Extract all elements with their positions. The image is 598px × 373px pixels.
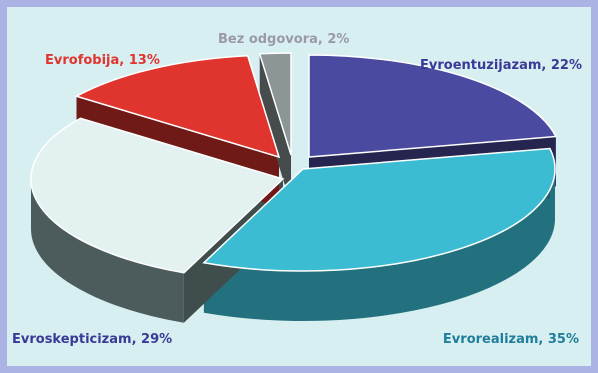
pie-slice-0 bbox=[308, 54, 558, 158]
pie-chart: Evroentuzijazam, 22% Evrorealizam, 35% Evr… bbox=[12, 32, 582, 347]
pie-slice-side-2 bbox=[31, 179, 184, 323]
chart-frame: Evroentuzijazam, 22% Evrorealizam, 35% Evr… bbox=[7, 7, 591, 366]
slice-label-1: Evrorealizam, 35% bbox=[443, 332, 579, 347]
pie-slice-4 bbox=[258, 52, 292, 156]
slice-label-3: Evrofobija, 13% bbox=[45, 53, 160, 68]
pie-slice-face-4-0 bbox=[259, 53, 291, 206]
pie-labels: Evroentuzijazam, 22% Evrorealizam, 35% Evr… bbox=[12, 32, 582, 347]
pie-slice-side-1 bbox=[203, 169, 555, 321]
pie-slice-3 bbox=[74, 55, 281, 159]
pie-slice-1 bbox=[202, 147, 556, 272]
slice-label-4: Bez odgovora, 2% bbox=[218, 32, 349, 47]
slice-label-2: Evroskepticizam, 29% bbox=[12, 332, 172, 347]
slice-label-0: Evroentuzijazam, 22% bbox=[420, 58, 582, 73]
pie-slice-2 bbox=[30, 117, 285, 274]
pie-tops bbox=[30, 52, 558, 274]
